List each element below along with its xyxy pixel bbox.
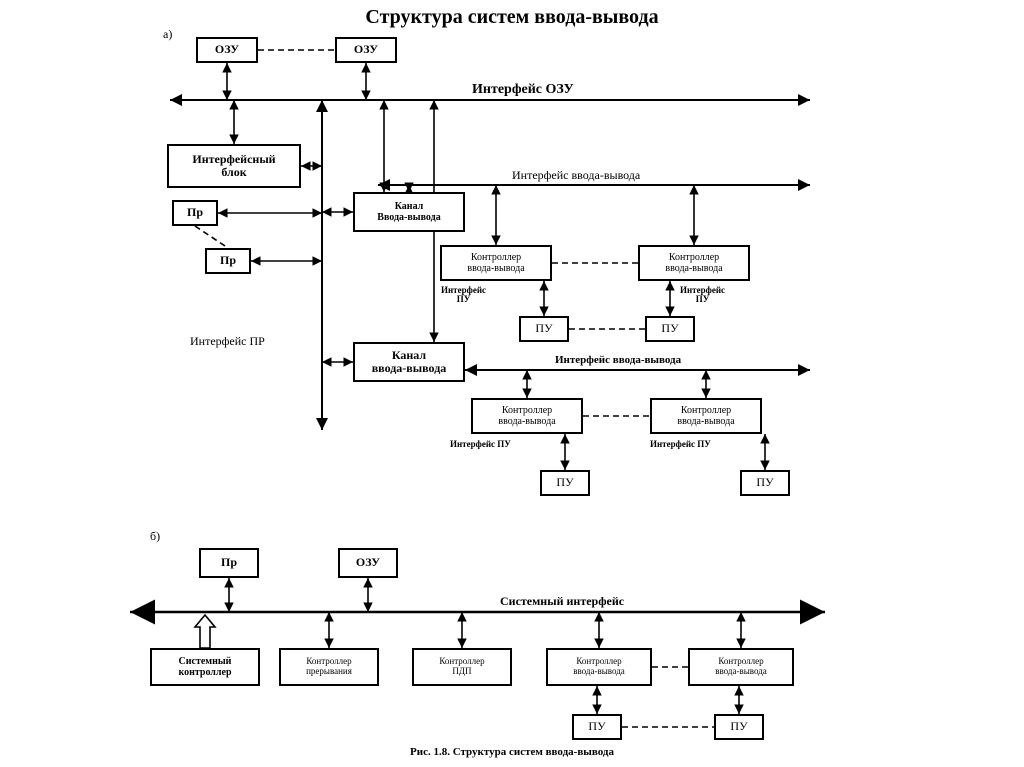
page-title: Структура систем ввода-вывода: [0, 6, 1024, 29]
node-kan1: КаналВвода-вывода: [353, 192, 465, 232]
label-sys_if: Системный интерфейс: [500, 595, 624, 608]
diagram-canvas: Структура систем ввода-вывода а) б) ОЗУ О…: [0, 0, 1024, 767]
node-b_ozu: ОЗУ: [338, 548, 398, 578]
label-if_io2: Интерфейс ввода-вывода: [555, 355, 681, 367]
node-pr2: Пр: [205, 248, 251, 274]
node-b_cint: Контроллерпрерывания: [279, 648, 379, 686]
node-b_sysc: Системныйконтроллер: [150, 648, 260, 686]
label-if_pu_2a: Интерфейс ПУ: [450, 440, 511, 449]
part-b-marker: б): [150, 530, 160, 543]
node-pu1b: ПУ: [645, 316, 695, 342]
label-if_pr: Интерфейс ПР: [190, 335, 265, 348]
label-if_pu_2b: Интерфейс ПУ: [650, 440, 711, 449]
node-kan2: Каналввода-вывода: [353, 342, 465, 382]
label-if_pu_1b: ИнтерфейсПУ: [680, 286, 725, 305]
node-ifblk: Интерфейсныйблок: [167, 144, 301, 188]
node-b_cio2: Контроллерввода-вывода: [688, 648, 794, 686]
node-ozu1: ОЗУ: [196, 37, 258, 63]
node-ctl2b: Контроллерввода-вывода: [650, 398, 762, 434]
label-if_io1: Интерфейс ввода-вывода: [512, 169, 640, 182]
node-ozu2: ОЗУ: [335, 37, 397, 63]
node-ctl1a: Контроллерввода-вывода: [440, 245, 552, 281]
label-if_ozu: Интерфейс ОЗУ: [472, 83, 574, 98]
node-b_cio1: Контроллерввода-вывода: [546, 648, 652, 686]
node-b_pu2: ПУ: [714, 714, 764, 740]
node-ctl1b: Контроллерввода-вывода: [638, 245, 750, 281]
part-a-marker: а): [163, 28, 172, 41]
node-pr1: Пр: [172, 200, 218, 226]
node-b_pu1: ПУ: [572, 714, 622, 740]
node-pu2a: ПУ: [540, 470, 590, 496]
figure-caption: Рис. 1.8. Структура систем ввода-вывода: [0, 747, 1024, 759]
node-b_cpdp: КонтроллерПДП: [412, 648, 512, 686]
label-if_pu_1a: ИнтерфейсПУ: [441, 286, 486, 305]
node-b_pr: Пр: [199, 548, 259, 578]
node-pu1a: ПУ: [519, 316, 569, 342]
node-pu2b: ПУ: [740, 470, 790, 496]
node-ctl2a: Контроллерввода-вывода: [471, 398, 583, 434]
